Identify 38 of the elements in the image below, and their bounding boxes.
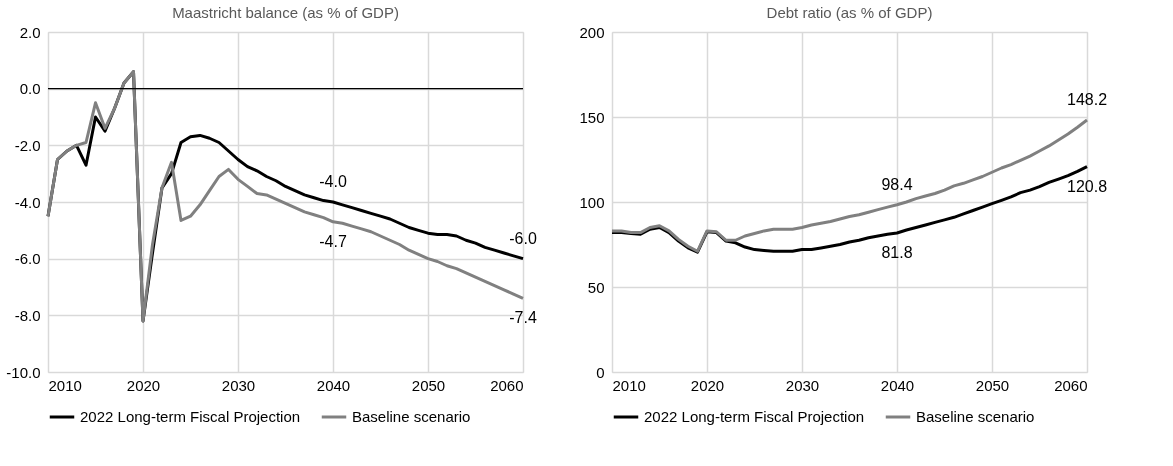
x-tick-label: 2040 xyxy=(880,376,915,394)
y-tick-label: 2.0 xyxy=(19,23,41,41)
data-label: -6.0 xyxy=(509,229,537,247)
x-tick-label: 2060 xyxy=(490,376,524,394)
y-tick-label: 0 xyxy=(596,363,605,381)
y-tick-label: 100 xyxy=(579,193,605,211)
legend-label: 2022 Long-term Fiscal Projection xyxy=(644,408,865,425)
x-tick-label: 2050 xyxy=(411,376,446,394)
x-tick-label: 2030 xyxy=(221,376,256,394)
x-tick-label: 2050 xyxy=(975,376,1010,394)
y-tick-label: 50 xyxy=(587,278,605,296)
y-tick-label: 0.0 xyxy=(19,80,41,98)
y-tick-label: -4.0 xyxy=(14,193,41,211)
data-label: 120.8 xyxy=(1066,177,1108,195)
data-label: -7.4 xyxy=(509,309,537,327)
data-label: -4.7 xyxy=(319,232,347,250)
y-tick-label: -8.0 xyxy=(14,306,41,324)
x-tick-label: 2020 xyxy=(126,376,161,394)
x-tick-label: 2020 xyxy=(690,376,725,394)
data-label: 148.2 xyxy=(1066,91,1108,109)
x-tick-label: 2030 xyxy=(785,376,820,394)
x-tick-label: 2060 xyxy=(1054,376,1088,394)
x-tick-label: 2040 xyxy=(316,376,351,394)
x-tick-label: 2010 xyxy=(612,376,646,394)
legend-label: Baseline scenario xyxy=(352,408,471,425)
data-label: 81.8 xyxy=(881,243,913,261)
data-label: -4.0 xyxy=(319,173,347,190)
y-tick-label: -10.0 xyxy=(6,363,41,381)
y-tick-label: 150 xyxy=(579,108,605,126)
data-label: 98.4 xyxy=(881,175,913,193)
legend-label: Baseline scenario xyxy=(916,408,1035,425)
y-tick-label: -2.0 xyxy=(14,136,41,154)
chart-title: Maastricht balance (as % of GDP) xyxy=(172,4,399,21)
x-tick-label: 2010 xyxy=(48,376,82,394)
y-tick-label: -6.0 xyxy=(14,250,41,268)
chart-title: Debt ratio (as % of GDP) xyxy=(766,4,933,21)
legend-label: 2022 Long-term Fiscal Projection xyxy=(80,408,301,425)
y-tick-label: 200 xyxy=(579,23,605,41)
